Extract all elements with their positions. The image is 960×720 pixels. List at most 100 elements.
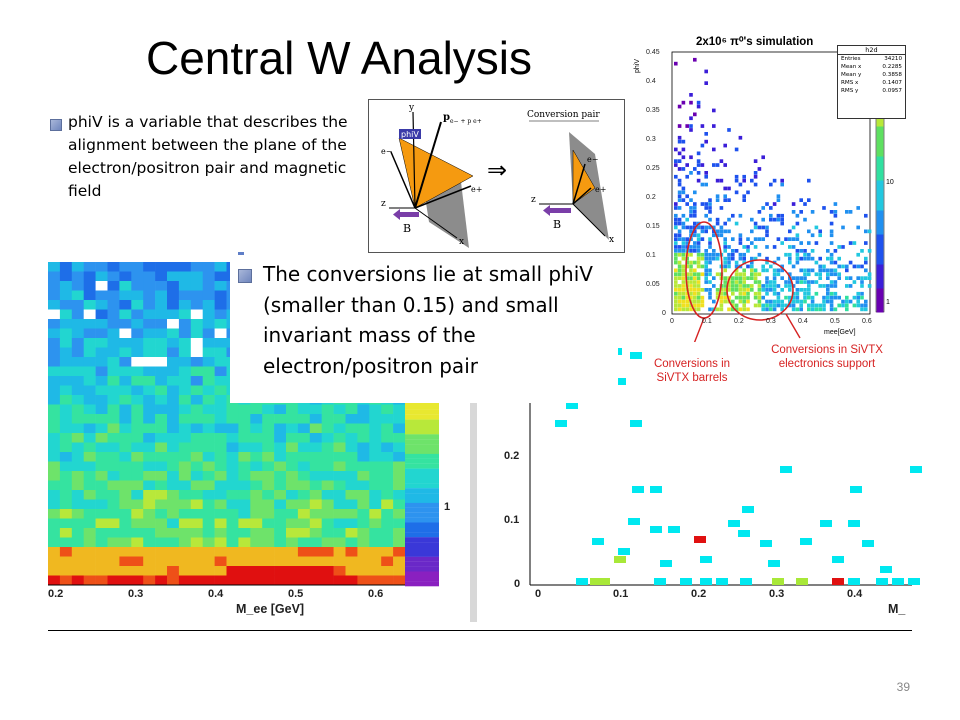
- sim-cell: [822, 299, 826, 304]
- sim-cell: [723, 280, 727, 284]
- left-x-tick: 0.3: [128, 588, 144, 600]
- sim-cell: [677, 198, 682, 202]
- heatmap-cell: [95, 566, 108, 576]
- sim-cell: [704, 249, 708, 253]
- sim-cell: [829, 268, 834, 273]
- heatmap-cell: [202, 262, 215, 272]
- heatmap-cell: [862, 540, 874, 547]
- heatmap-cell: [393, 423, 406, 434]
- heatmap-cell: [214, 366, 227, 377]
- sim-cell: [681, 291, 686, 296]
- heatmap-cell: [107, 556, 120, 567]
- heatmap-cell: [309, 490, 322, 500]
- heatmap-cell: [119, 547, 132, 557]
- sim-cell: [772, 276, 777, 280]
- heatmap-cell: [131, 328, 144, 339]
- stats-value: 0.0957: [882, 88, 902, 94]
- sim-cell: [677, 284, 682, 288]
- sim-cell: [677, 264, 682, 269]
- heatmap-cell: [262, 471, 275, 481]
- conversion-b-arrow: [549, 208, 571, 213]
- sim-cell: [750, 288, 754, 292]
- sim-cell: [799, 198, 803, 202]
- heatmap-cell: [131, 347, 144, 358]
- sim-cell: [712, 108, 716, 113]
- heatmap-cell: [908, 578, 920, 585]
- heatmap-cell: [95, 509, 108, 519]
- heatmap-cell: [131, 566, 144, 576]
- heatmap-cell: [321, 566, 334, 576]
- sim-cell: [689, 249, 693, 253]
- sim-cell: [677, 104, 682, 109]
- heatmap-cell: [107, 395, 120, 405]
- heatmap-cell: [131, 490, 144, 500]
- sim-cell: [708, 241, 712, 245]
- heatmap-cell: [190, 566, 203, 576]
- sim-cell: [757, 252, 762, 257]
- heatmap-cell: [83, 338, 96, 348]
- heatmap-cell: [167, 452, 180, 462]
- heatmap-cell: [214, 300, 227, 310]
- phiv-diagram: phiV y p e− + p e+ e− e+ z x B ⇒ Convers…: [368, 99, 625, 253]
- heatmap-cell: [190, 575, 203, 586]
- sim-cell: [681, 186, 686, 191]
- sim-cell: [791, 307, 796, 312]
- heatmap-cell: [297, 433, 311, 443]
- heatmap-cell: [107, 452, 120, 462]
- heatmap-cell: [119, 452, 132, 462]
- sim-cell: [860, 280, 864, 284]
- heatmap-cell: [202, 433, 215, 443]
- heatmap-cell: [654, 578, 666, 585]
- sim-cell: [708, 210, 712, 214]
- sim-cell: [685, 295, 689, 300]
- heatmap-cell: [167, 309, 180, 320]
- heatmap-cell: [202, 528, 215, 538]
- heatmap-cell: [119, 347, 132, 358]
- simulation-title: 2x10⁶ π⁰'s simulation: [696, 35, 813, 48]
- sim-cell: [810, 295, 815, 300]
- heatmap-cell: [262, 556, 275, 567]
- heatmap-cell: [694, 536, 706, 543]
- heatmap-cell: [83, 290, 96, 301]
- heatmap-cell: [48, 309, 61, 320]
- heatmap-cell: [630, 420, 642, 427]
- sim-cell: [829, 272, 834, 277]
- heatmap-cell: [107, 309, 120, 320]
- sim-cell: [674, 249, 678, 253]
- heatmap-cell: [345, 452, 358, 462]
- sim-cell: [788, 295, 792, 300]
- heatmap-cell: [381, 499, 394, 510]
- sim-cell: [731, 303, 735, 308]
- heatmap-cell: [131, 528, 144, 538]
- heatmap-cell: [274, 442, 287, 453]
- heatmap-cell: [167, 433, 180, 443]
- heatmap-cell: [357, 414, 370, 424]
- z-axis-label: z: [381, 199, 386, 209]
- sim-y-tick: 0.2: [646, 194, 656, 201]
- heatmap-cell: [333, 471, 346, 481]
- heatmap-cell: [369, 509, 382, 519]
- sim-cell: [795, 299, 800, 304]
- sim-cell: [685, 124, 689, 128]
- heatmap-cell: [71, 537, 84, 548]
- heatmap-cell: [393, 566, 406, 576]
- heatmap-cell: [131, 395, 144, 405]
- sim-cell: [746, 288, 750, 292]
- heatmap-cell: [178, 271, 192, 282]
- heatmap-cell: [107, 480, 120, 491]
- heatmap-cell: [345, 414, 358, 424]
- heatmap-cell: [143, 395, 156, 405]
- heatmap-cell: [178, 404, 192, 415]
- sim-cell: [799, 288, 803, 292]
- heatmap-cell: [832, 556, 844, 563]
- sim-cell: [765, 260, 769, 265]
- heatmap-cell: [190, 547, 203, 557]
- left-plot-x-label: M_ee [GeV]: [236, 602, 305, 616]
- heatmap-cell: [131, 499, 144, 510]
- heatmap-cell: [48, 385, 61, 396]
- heatmap-cell: [333, 423, 346, 434]
- heatmap-cell: [119, 509, 132, 519]
- heatmap-cell: [262, 518, 275, 529]
- heatmap-cell: [632, 486, 644, 493]
- heatmap-cell: [83, 262, 96, 272]
